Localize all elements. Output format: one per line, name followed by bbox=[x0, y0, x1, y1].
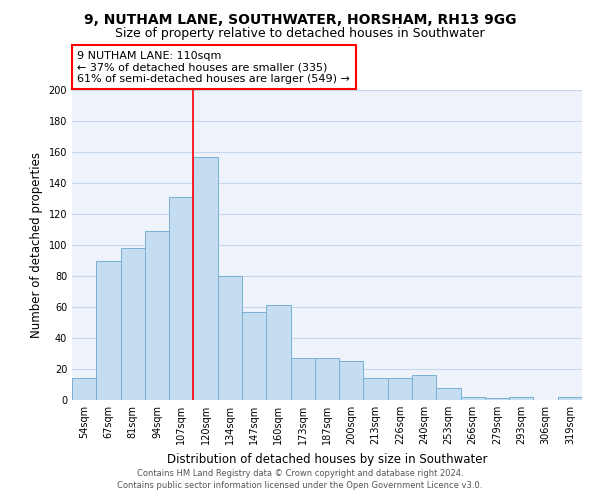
Text: 9, NUTHAM LANE, SOUTHWATER, HORSHAM, RH13 9GG: 9, NUTHAM LANE, SOUTHWATER, HORSHAM, RH1… bbox=[84, 12, 516, 26]
Bar bbox=[72, 378, 96, 400]
Bar bbox=[558, 397, 582, 400]
Bar bbox=[266, 306, 290, 400]
Bar bbox=[242, 312, 266, 400]
Bar bbox=[121, 248, 145, 400]
Bar bbox=[145, 231, 169, 400]
Bar bbox=[388, 378, 412, 400]
Bar bbox=[436, 388, 461, 400]
Bar bbox=[218, 276, 242, 400]
Y-axis label: Number of detached properties: Number of detached properties bbox=[30, 152, 43, 338]
Text: Contains HM Land Registry data © Crown copyright and database right 2024.: Contains HM Land Registry data © Crown c… bbox=[137, 468, 463, 477]
X-axis label: Distribution of detached houses by size in Southwater: Distribution of detached houses by size … bbox=[167, 452, 487, 466]
Bar bbox=[315, 358, 339, 400]
Bar bbox=[485, 398, 509, 400]
Bar bbox=[339, 361, 364, 400]
Bar bbox=[193, 156, 218, 400]
Bar bbox=[96, 260, 121, 400]
Bar bbox=[364, 378, 388, 400]
Text: Size of property relative to detached houses in Southwater: Size of property relative to detached ho… bbox=[115, 28, 485, 40]
Bar bbox=[412, 375, 436, 400]
Text: Contains public sector information licensed under the Open Government Licence v3: Contains public sector information licen… bbox=[118, 481, 482, 490]
Bar bbox=[169, 197, 193, 400]
Text: 9 NUTHAM LANE: 110sqm
← 37% of detached houses are smaller (335)
61% of semi-det: 9 NUTHAM LANE: 110sqm ← 37% of detached … bbox=[77, 50, 350, 84]
Bar bbox=[509, 397, 533, 400]
Bar bbox=[290, 358, 315, 400]
Bar bbox=[461, 397, 485, 400]
